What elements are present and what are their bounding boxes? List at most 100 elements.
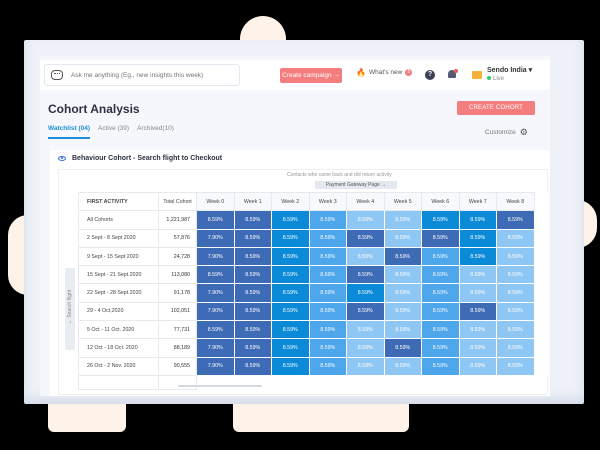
retention-cell-week-2[interactable]: 8.59% [271, 338, 310, 358]
retention-cell-week-2[interactable]: 8.59% [271, 246, 310, 267]
retention-cell-week-4[interactable]: 8.59% [346, 246, 385, 267]
retention-cell-week-0[interactable]: 8.59% [196, 210, 235, 230]
retention-cell-week-0[interactable]: 7.90% [196, 356, 235, 376]
table-row[interactable]: 2 Sept - 8 Sept 2020 57,876 7.90% 8.59% 8.59… [78, 228, 535, 248]
tab-active[interactable]: Active (39) [98, 125, 130, 132]
retention-cell-week-3[interactable]: 8.59% [308, 301, 347, 322]
retention-cell-week-6[interactable]: 8.59% [421, 246, 460, 267]
retention-cell-week-2[interactable]: 8.59% [271, 301, 310, 322]
retention-cell-week-8[interactable]: 8.59% [496, 283, 535, 303]
retention-cell-week-0[interactable]: 7.90% [196, 283, 235, 303]
retention-cell-week-5[interactable]: 8.59% [383, 320, 422, 340]
table-row[interactable]: 9 Sept - 15 Sept 2020 24,728 7.90% 8.59% 8.5… [78, 246, 535, 267]
table-row[interactable]: All Cohorts 1,221,987 8.59% 8.59% 8.59% 8.59%… [78, 210, 535, 230]
retention-cell-week-3[interactable]: 8.59% [308, 265, 347, 285]
retention-cell-week-3[interactable]: 8.59% [308, 338, 347, 358]
retention-cell-week-4[interactable]: 8.59% [346, 356, 385, 376]
retention-cell-week-0[interactable]: 7.90% [196, 228, 235, 248]
retention-cell-week-4[interactable]: 8.59% [346, 301, 385, 322]
retention-cell-week-1[interactable]: 8.59% [233, 283, 272, 303]
help-icon[interactable]: ? [425, 70, 435, 80]
retention-cell-week-0[interactable]: 7.90% [196, 246, 235, 267]
retention-cell-week-4[interactable]: 8.59% [346, 210, 385, 230]
retention-cell-week-6[interactable]: 8.59% [421, 301, 460, 322]
table-row[interactable]: 26 Oct - 2 Nov. 2020 90,555 7.90% 8.59% 8.59… [78, 356, 535, 376]
retention-cell-week-8[interactable]: 8.59% [496, 265, 535, 285]
retention-cell-week-3[interactable]: 8.59% [308, 356, 347, 376]
retention-cell-week-2[interactable]: 8.59% [271, 320, 310, 340]
retention-cell-week-8[interactable]: 8.59% [496, 246, 535, 267]
retention-cell-week-4[interactable]: 8.59% [346, 283, 385, 303]
retention-cell-week-5[interactable]: 8.59% [383, 283, 422, 303]
retention-cell-week-4[interactable]: 8.59% [346, 265, 385, 285]
retention-cell-week-1[interactable]: 8.59% [233, 338, 272, 358]
retention-cell-week-5[interactable]: 8.59% [383, 210, 422, 230]
eye-icon[interactable] [58, 156, 66, 161]
retention-cell-week-6[interactable]: 8.59% [421, 283, 460, 303]
retention-cell-week-4[interactable]: 8.59% [346, 320, 385, 340]
customize-button[interactable]: Customize ⚙ [485, 127, 528, 138]
retention-cell-week-3[interactable]: 8.59% [308, 320, 347, 340]
retention-cell-week-3[interactable]: 8.59% [308, 210, 347, 230]
retention-cell-week-1[interactable]: 8.59% [233, 246, 272, 267]
retention-cell-week-2[interactable]: 8.59% [271, 265, 310, 285]
retention-cell-week-6[interactable]: 8.59% [421, 320, 460, 340]
search-flight-side-tab[interactable]: ← Search flight [65, 268, 75, 350]
table-row[interactable]: 22 Sept - 28 Sept.2020 91,178 7.90% 8.59% 8.… [78, 283, 535, 303]
retention-cell-week-6[interactable]: 8.59% [421, 356, 460, 376]
retention-cell-week-0[interactable]: 8.59% [196, 320, 235, 340]
horizontal-scrollbar[interactable] [178, 385, 262, 387]
retention-cell-week-7[interactable]: 8.59% [458, 246, 497, 267]
account-switcher[interactable]: Sendo India ▾ Live [487, 66, 532, 84]
retention-cell-week-7[interactable]: 8.59% [458, 265, 497, 285]
retention-cell-week-1[interactable]: 8.59% [233, 301, 272, 322]
retention-cell-week-2[interactable]: 8.59% [271, 356, 310, 376]
retention-cell-week-7[interactable]: 8.59% [458, 228, 497, 248]
retention-cell-week-8[interactable]: 8.59% [496, 320, 535, 340]
table-row[interactable]: 5 Oct - 11 Oct. 2020 77,731 8.59% 8.59% 8.59… [78, 320, 535, 340]
retention-cell-week-1[interactable]: 8.59% [233, 210, 272, 230]
retention-cell-week-8[interactable]: 8.59% [496, 210, 535, 230]
retention-cell-week-0[interactable]: 8.59% [196, 265, 235, 285]
retention-cell-week-3[interactable]: 8.59% [308, 283, 347, 303]
retention-cell-week-7[interactable]: 8.59% [458, 283, 497, 303]
retention-cell-week-7[interactable]: 8.59% [458, 301, 497, 322]
retention-cell-week-5[interactable]: 8.59% [383, 338, 422, 358]
retention-cell-week-7[interactable]: 8.59% [458, 210, 497, 230]
retention-cell-week-8[interactable]: 8.59% [496, 228, 535, 248]
retention-cell-week-7[interactable]: 8.59% [458, 338, 497, 358]
tab-watchlist[interactable]: Watchlist (04) [48, 125, 91, 139]
retention-cell-week-3[interactable]: 8.59% [308, 246, 347, 267]
search-box[interactable] [44, 64, 240, 86]
whats-new-link[interactable]: 🔥 What's new 5 [356, 68, 413, 77]
retention-cell-week-2[interactable]: 8.59% [271, 283, 310, 303]
retention-cell-week-6[interactable]: 8.59% [421, 228, 460, 248]
retention-cell-week-1[interactable]: 8.59% [233, 265, 272, 285]
retention-cell-week-1[interactable]: 8.59% [233, 356, 272, 376]
search-input[interactable] [71, 71, 231, 79]
table-row[interactable]: 12 Oct - 18 Oct. 2020 88,189 7.90% 8.59% 8.5… [78, 338, 535, 358]
retention-cell-week-2[interactable]: 8.59% [271, 210, 310, 230]
retention-cell-week-1[interactable]: 8.59% [233, 228, 272, 248]
retention-cell-week-0[interactable]: 7.90% [196, 301, 235, 322]
retention-cell-week-6[interactable]: 8.59% [421, 338, 460, 358]
retention-cell-week-7[interactable]: 8.59% [458, 320, 497, 340]
retention-cell-week-6[interactable]: 8.59% [421, 265, 460, 285]
retention-cell-week-3[interactable]: 8.59% [308, 228, 347, 248]
retention-cell-week-1[interactable]: 8.59% [233, 320, 272, 340]
retention-cell-week-5[interactable]: 8.59% [383, 301, 422, 322]
retention-cell-week-4[interactable]: 8.59% [346, 228, 385, 248]
retention-cell-week-8[interactable]: 8.59% [496, 356, 535, 376]
retention-cell-week-5[interactable]: 8.59% [383, 356, 422, 376]
notification-bell-icon[interactable] [447, 69, 458, 79]
retention-cell-week-5[interactable]: 8.59% [383, 228, 422, 248]
retention-cell-week-0[interactable]: 7.90% [196, 338, 235, 358]
retention-cell-week-5[interactable]: 8.59% [383, 246, 422, 267]
table-row[interactable]: 15 Sept - 21 Sept.2020 113,080 8.59% 8.59% 8… [78, 265, 535, 285]
create-cohort-button[interactable]: CREATE COHORT [457, 101, 535, 115]
table-row[interactable]: 29 - 4 Oct,2020 102,051 7.90% 8.59% 8.59% 8.5… [78, 301, 535, 322]
tab-archived[interactable]: Archived(10) [137, 125, 174, 132]
retention-cell-week-8[interactable]: 8.59% [496, 301, 535, 322]
retention-cell-week-4[interactable]: 8.59% [346, 338, 385, 358]
retention-cell-week-6[interactable]: 8.59% [421, 210, 460, 230]
